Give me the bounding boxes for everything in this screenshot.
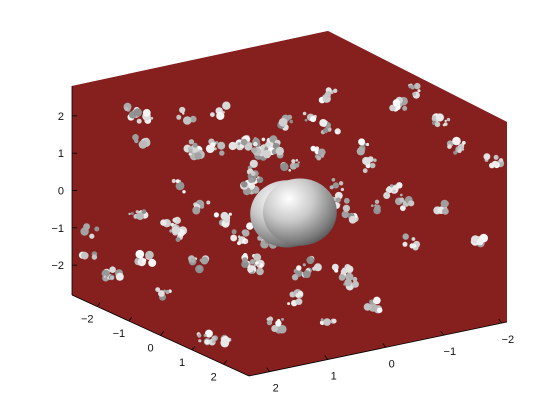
speckle-blob [213, 211, 232, 228]
speckle-blob [433, 199, 449, 215]
speckle-blob [171, 226, 188, 243]
speckle-blob [78, 251, 98, 260]
y-tick-label: 0 [389, 358, 395, 370]
speckle-blob [80, 223, 100, 239]
y-tick-mark [382, 343, 387, 348]
speckle-blob [483, 153, 505, 169]
y-tick-label: 2 [273, 383, 279, 395]
speckle-blob [171, 178, 186, 194]
speckle-blob [241, 253, 262, 269]
speckle-blob [319, 119, 341, 135]
speckle-blob [470, 233, 489, 248]
speckle-blob [280, 159, 300, 172]
speckle-blob [262, 141, 284, 159]
y-tick-mark [440, 330, 445, 336]
y-tick-mark [266, 367, 270, 372]
speckle-blob [319, 318, 337, 326]
x-tick-label: −2 [81, 314, 94, 326]
speckle-blob [318, 87, 338, 104]
speckle-blob [363, 296, 383, 314]
z-tick-label: −1 [51, 223, 64, 235]
speckle-blob [247, 171, 264, 185]
speckle-blob [356, 138, 370, 156]
y-tick-mark [324, 355, 329, 360]
z-tick-label: 1 [58, 148, 64, 160]
x-tick-mark [191, 345, 196, 351]
speckle-blob [155, 287, 172, 301]
speckle-blob [134, 249, 157, 267]
speckle-blob [302, 111, 317, 123]
x-tick-label: 1 [179, 357, 185, 369]
speckle-blob [205, 138, 226, 156]
speckle-blob [389, 96, 408, 112]
sphere-2 [263, 178, 337, 246]
speckle-blob [133, 108, 154, 124]
speckle-blob [431, 113, 451, 128]
speckle-blob [408, 82, 421, 99]
z-tick-label: 2 [58, 111, 64, 123]
x-tick-label: 0 [147, 343, 153, 355]
plot-volume-box [72, 31, 507, 376]
speckle-blob [210, 101, 231, 120]
speckle-blob [341, 204, 359, 224]
speckle-blob [362, 156, 377, 174]
speckle-blob [128, 209, 149, 221]
z-tick-label: 0 [58, 186, 64, 198]
speckle-blob [331, 263, 354, 278]
box-face-front-left [72, 86, 249, 376]
speckle-blob [188, 255, 210, 274]
x-tick-mark [128, 316, 133, 322]
speckle-blob [230, 229, 250, 246]
speckle-blob [338, 272, 359, 291]
z-tick-label: −2 [51, 260, 64, 272]
axis-ticks: 2 1 0 −1 −2 −2 −1 0 1 2 2 1 0 −1 −2 [51, 111, 514, 395]
x-tick-label: 2 [211, 371, 217, 383]
speckle-blob [192, 199, 211, 215]
speckle-blob [132, 134, 151, 149]
speckle-blob [329, 178, 344, 192]
y-tick-label: −2 [502, 334, 515, 346]
speckle-blob [291, 265, 312, 281]
x-tick-mark [96, 302, 101, 307]
box-face-top [72, 31, 507, 186]
speckle-blob [187, 139, 199, 154]
speckle-blob [240, 179, 260, 196]
x-tick-mark [160, 331, 164, 336]
speckle-blob [383, 182, 403, 199]
speckle-blob [302, 255, 322, 272]
speckle-blob [101, 266, 124, 282]
y-tick-mark [498, 318, 503, 324]
speckle-blob [287, 289, 304, 307]
x-tick-mark [223, 360, 228, 365]
x-tick-label: −1 [113, 328, 126, 340]
speckle-blob [211, 334, 232, 348]
isosurface-spheres [250, 178, 337, 248]
speckle-blob [371, 199, 381, 215]
speckle-blob [395, 196, 415, 212]
speckle-blob [446, 136, 466, 155]
y-tick-label: 1 [331, 371, 337, 383]
y-tick-label: −1 [444, 346, 457, 358]
speckle-blob [310, 145, 326, 161]
speckle-blob [176, 106, 197, 125]
speckle-blob [277, 114, 294, 131]
y-axis-line [248, 321, 508, 377]
speckle-blob [239, 135, 261, 151]
speckle-blob [266, 316, 287, 334]
speckle-blob [402, 233, 421, 251]
